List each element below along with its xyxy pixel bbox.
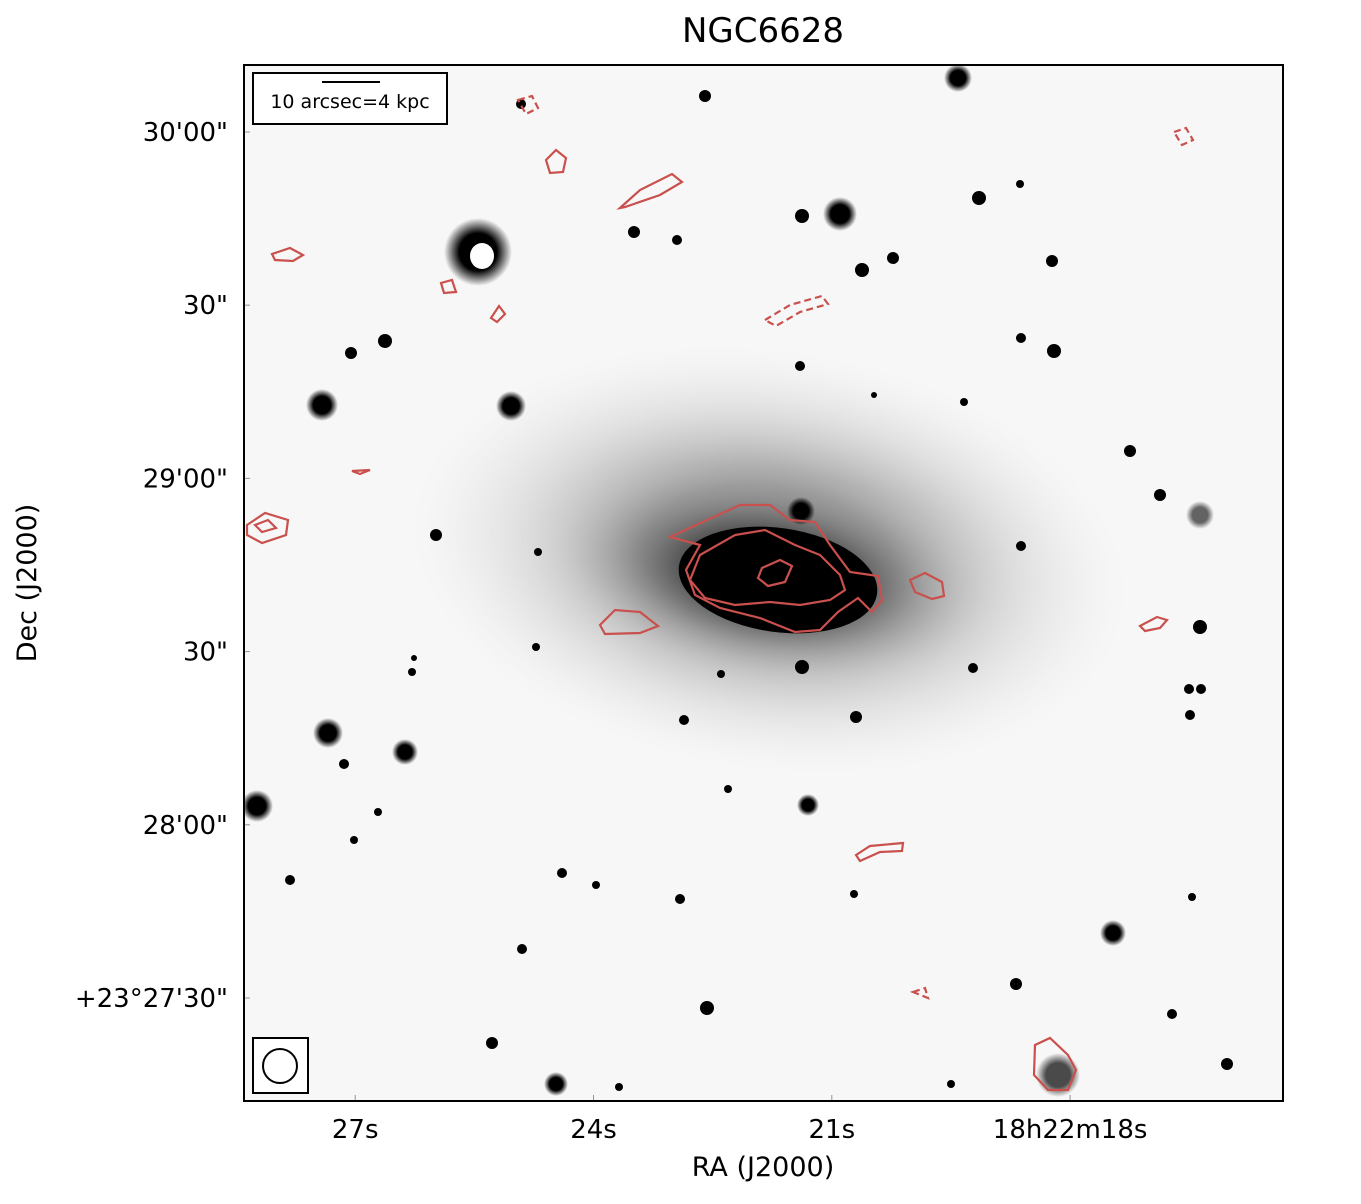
x-tick-label: 24s: [570, 1115, 617, 1145]
y-tick-label: 28'00": [143, 811, 228, 841]
y-axis-label: Dec (J2000): [12, 504, 43, 663]
scale-label: 10 arcsec=4 kpc: [270, 91, 429, 113]
y-tick-label: 30'00": [143, 118, 228, 148]
y-tick-label: 30": [183, 291, 228, 321]
x-tick-label: 18h22m18s: [993, 1115, 1148, 1145]
beam-box: [252, 1037, 309, 1094]
sky-image: [244, 65, 1283, 1101]
x-axis-label: RA (J2000): [692, 1152, 834, 1183]
y-tick-label: +23°27'30": [75, 984, 228, 1014]
contours: [245, 94, 1195, 1092]
axes-frame: [243, 64, 1284, 1102]
y-tick-label: 29'00": [143, 464, 228, 494]
x-tick-label: 21s: [808, 1115, 855, 1145]
x-tick-label: 27s: [332, 1115, 379, 1145]
chart-title: NGC6628: [682, 11, 844, 51]
y-tick-label: 30": [183, 638, 228, 668]
beam: [262, 1048, 298, 1084]
